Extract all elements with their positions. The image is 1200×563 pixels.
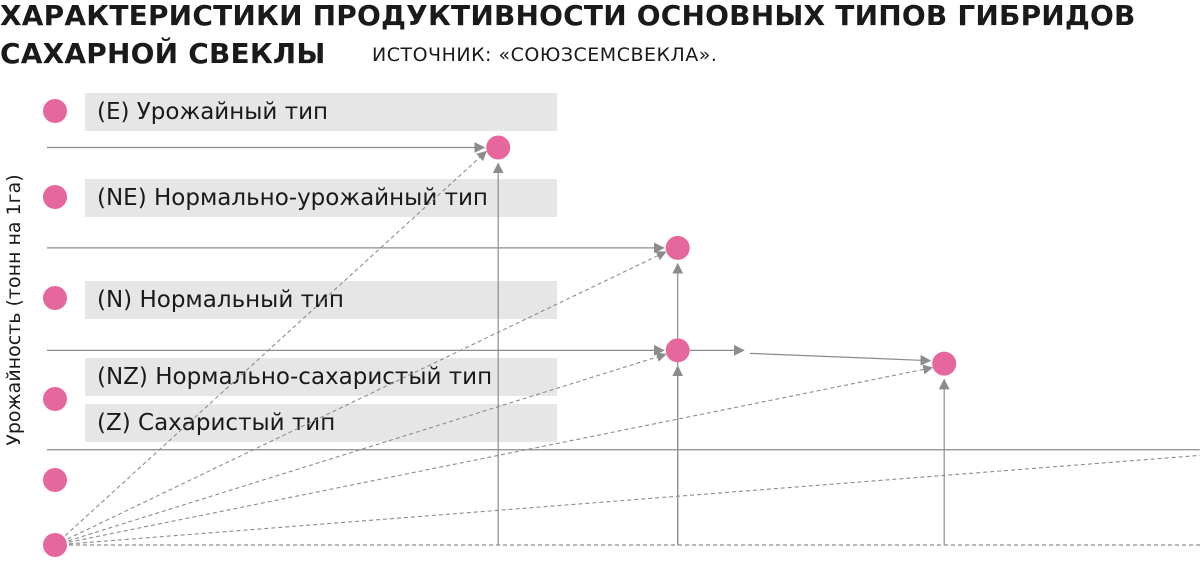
legend-dot-2: [43, 286, 67, 310]
origin-point: [43, 533, 67, 557]
legend-label-ne: (NE) Нормально-урожайный тип: [85, 179, 557, 217]
page-title: ХАРАКТЕРИСТИКИ ПРОДУКТИВНОСТИ ОСНОВНЫХ Т…: [0, 0, 1136, 32]
legend-label-nz: (NZ) Нормально-сахаристый тип: [85, 358, 557, 396]
data-point-2: [665, 338, 690, 363]
origin-ray-2: [54, 352, 667, 546]
origin-ray-0: [54, 150, 487, 546]
data-point-3: [932, 351, 957, 376]
legend-dot-0: [43, 99, 67, 123]
legend-dot-3: [43, 387, 67, 411]
data-point-0: [486, 135, 511, 160]
origin-ray-1: [54, 251, 667, 546]
origin-ray-4: [54, 454, 1200, 546]
legend-dot-4: [43, 468, 67, 492]
legend-label-e: (E) Урожайный тип: [85, 93, 557, 131]
page-title-line2: САХАРНОЙ СВЕКЛЫ: [0, 37, 326, 70]
legend-label-n: (N) Нормальный тип: [85, 281, 557, 319]
legend-dot-1: [43, 185, 67, 209]
source-note: ИСТОЧНИК: «СОЮЗСЕМСВЕКЛА».: [372, 44, 718, 66]
shift-arrow-2: [749, 352, 932, 366]
legend-label-z: (Z) Сахаристый тип: [85, 404, 557, 442]
data-point-1: [665, 235, 690, 260]
origin-ray-3: [54, 364, 934, 546]
